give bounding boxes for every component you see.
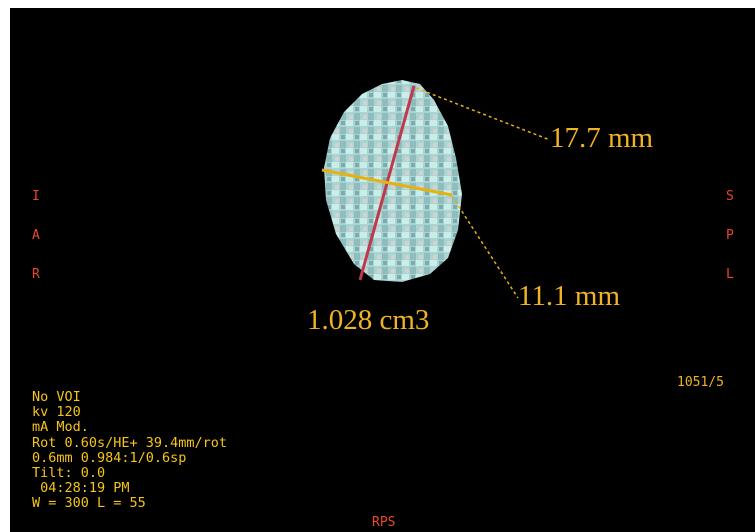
info-line: Rot 0.60s/HE+ 39.4mm/rot — [32, 434, 228, 451]
orientation-letter: L — [726, 267, 734, 282]
scan-info: No VOI kv 120 mA Mod. Rot 0.60s/HE+ 39.4mm/… — [32, 389, 228, 512]
measurement-length: 11.1 mm — [518, 280, 621, 312]
info-line: 04:28:19 PM — [32, 480, 130, 497]
orientation-letter: P — [726, 228, 734, 243]
leader-line — [451, 195, 519, 299]
short-axis — [321, 168, 453, 197]
info-line: Tilt: 0.0 — [32, 465, 106, 482]
info-line: W = 300 L = 55 — [32, 495, 146, 512]
info-line: kv 120 — [32, 404, 81, 421]
orientation-bottom: RPS — [372, 515, 396, 530]
orientation-right: S P L — [726, 164, 755, 307]
orientation-left: I A R — [32, 164, 63, 307]
orientation-letter: A — [32, 228, 40, 243]
image-number: 1051/5 — [677, 375, 724, 390]
orientation-letter: I — [32, 189, 40, 204]
orientation-letter: S — [726, 189, 734, 204]
orientation-letter: R — [32, 267, 40, 282]
rendering — [321, 80, 551, 299]
info-line: mA Mod. — [32, 419, 89, 436]
measurement-length: 17.7 mm — [550, 122, 654, 154]
info-line: 0.6mm 0.984:1/0.6sp — [32, 449, 187, 466]
nodule — [324, 80, 462, 282]
measurement-volume: 1.028 cm3 — [307, 304, 430, 336]
info-line: No VOI — [32, 389, 81, 405]
viewer: I A R S P L RPS 1051/5 No VOI kv 120 mA Mo… — [10, 8, 755, 532]
